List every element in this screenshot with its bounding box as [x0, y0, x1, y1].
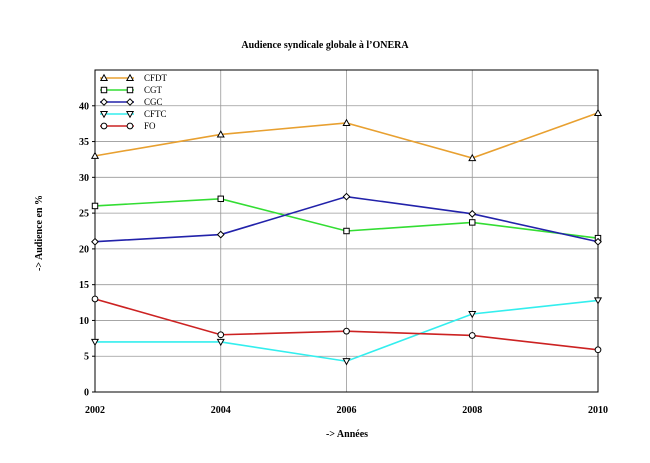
- ticks: 0 5 10 15 20 25 30 35 40 2002 2004 2006 2008 2010: [79, 101, 608, 416]
- legend-label: FO: [144, 121, 156, 131]
- y-tick-label: 25: [79, 209, 89, 220]
- y-tick-label: 15: [79, 280, 89, 291]
- plot-frame: [94, 69, 599, 393]
- data-point-fo: [468, 332, 476, 339]
- legend-marker: [100, 98, 108, 106]
- legend-marker: [126, 86, 134, 94]
- chart-title: Audience syndicale globale à l’ONERA: [241, 40, 409, 51]
- data-point-cfdt: [216, 130, 225, 138]
- y-tick-label: 35: [79, 137, 89, 148]
- y-tick-label: 0: [84, 388, 89, 399]
- data-point-cgt: [343, 227, 350, 235]
- y-tick-label: 20: [79, 244, 89, 255]
- y-tick-label: 10: [79, 316, 89, 327]
- x-axis-label: -> Années: [326, 429, 368, 440]
- legend-item-cgc: CGC: [100, 97, 163, 107]
- data-point-cgc: [91, 237, 99, 246]
- data-point-fo: [343, 327, 350, 335]
- legend-label: CGT: [144, 85, 163, 95]
- data-point-cftc: [593, 297, 603, 305]
- data-point-cgc: [216, 230, 225, 239]
- data-point-cftc: [216, 338, 225, 347]
- data-point-fo: [91, 295, 99, 303]
- data-point-cgc: [468, 209, 477, 218]
- legend-label: CGC: [144, 97, 163, 107]
- legend-marker: [126, 122, 134, 130]
- series-cgt: [91, 195, 602, 242]
- legend-item-cgt: CGT: [100, 85, 163, 95]
- data-point-cftc: [90, 338, 100, 347]
- x-tick-label: 2010: [588, 405, 608, 416]
- series-fo: [91, 295, 602, 354]
- x-tick-label: 2002: [85, 405, 105, 416]
- legend-marker: [125, 73, 135, 82]
- legend-marker: [99, 110, 109, 119]
- y-tick-label: 40: [79, 101, 89, 112]
- x-tick-label: 2004: [211, 405, 231, 416]
- data-point-fo: [594, 346, 602, 354]
- data-point-cgc: [594, 237, 602, 246]
- legend-marker: [100, 122, 108, 130]
- legend-label: CFDT: [144, 73, 168, 83]
- series-cftc: [90, 297, 603, 366]
- legend-marker: [100, 86, 108, 94]
- y-axis-label: -> Audience en %: [34, 195, 45, 271]
- data-point-cgt: [91, 202, 99, 210]
- series-cfdt: [90, 108, 603, 162]
- legend: CFDT CGT CGC CFTC FO: [99, 73, 168, 131]
- legend-item-cftc: CFTC: [99, 109, 167, 119]
- legend-marker: [99, 73, 109, 82]
- legend-label: CFTC: [144, 109, 167, 119]
- data-point-cgt: [217, 195, 224, 203]
- legend-marker: [125, 110, 135, 119]
- x-tick-label: 2008: [462, 405, 482, 416]
- series-layer: [90, 108, 603, 366]
- data-point-cgt: [469, 219, 476, 226]
- y-tick-label: 5: [84, 352, 89, 363]
- x-tick-label: 2006: [337, 405, 357, 416]
- series-cgc: [91, 192, 602, 246]
- data-point-cfdt: [90, 151, 100, 159]
- legend-item-fo: FO: [100, 121, 156, 131]
- data-point-cfdt: [342, 118, 351, 127]
- data-point-cftc: [342, 358, 351, 366]
- data-point-fo: [217, 331, 225, 339]
- data-point-cfdt: [468, 153, 477, 162]
- legend-marker: [126, 98, 134, 106]
- data-point-cfdt: [593, 108, 603, 116]
- data-point-cgc: [342, 192, 351, 201]
- y-tick-label: 30: [79, 173, 89, 184]
- data-point-cftc: [468, 310, 477, 319]
- legend-item-cfdt: CFDT: [99, 73, 168, 83]
